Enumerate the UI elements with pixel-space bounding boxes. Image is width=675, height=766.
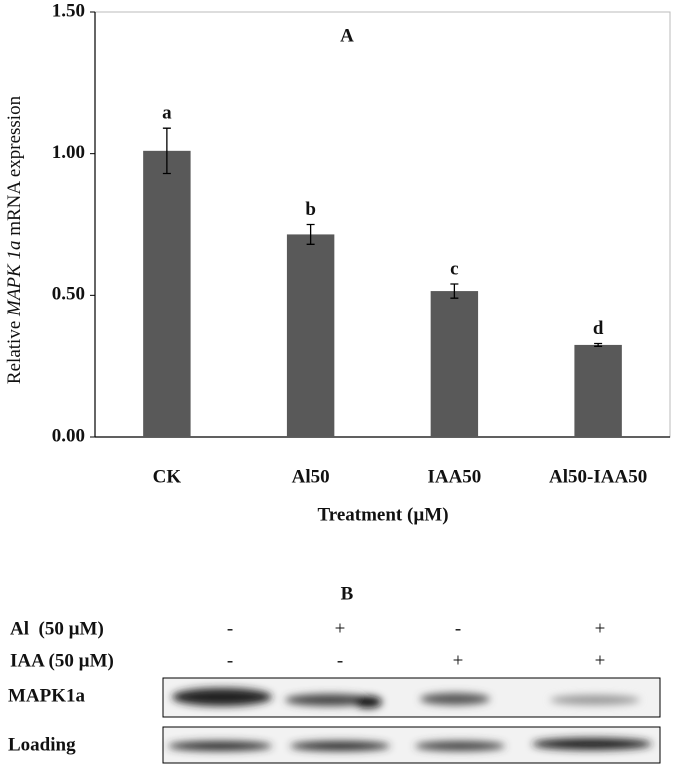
error-bar xyxy=(594,342,603,347)
bar xyxy=(430,291,479,437)
significance-letter: a xyxy=(162,103,172,124)
significance-letter: d xyxy=(593,318,604,339)
error-bar xyxy=(162,127,171,175)
bar xyxy=(286,234,335,437)
x-tick-label: Al50-IAA50 xyxy=(549,466,647,487)
y-label-part: Relative xyxy=(4,316,25,384)
y-axis-label: Relative MAPK 1a mRNA expression xyxy=(4,95,25,384)
significance-letter: c xyxy=(450,258,458,279)
treatment-sign: - xyxy=(227,618,233,639)
y-tick-label: 1.00 xyxy=(52,142,85,163)
x-tick-label: CK xyxy=(153,466,182,487)
y-tick-label: 0.00 xyxy=(52,425,85,446)
treatment-sign: - xyxy=(227,650,233,671)
error-bar xyxy=(306,223,315,245)
row-label: IAA (50 µM) xyxy=(10,650,114,671)
row-label: Al (50 µM) xyxy=(10,618,104,639)
panel-title: B xyxy=(341,583,354,604)
blot-bands xyxy=(168,688,652,751)
y-tick-label: 1.50 xyxy=(52,0,85,21)
blot-label: MAPK1a xyxy=(8,685,86,706)
chart-title: A xyxy=(340,25,354,46)
treatment-sign: - xyxy=(455,618,461,639)
treatment-sign: + xyxy=(335,618,346,639)
y-tick-label: 0.50 xyxy=(52,284,85,305)
bar xyxy=(143,150,191,438)
significance-letter: b xyxy=(305,199,316,220)
x-tick-label: IAA50 xyxy=(427,466,481,487)
treatment-sign: + xyxy=(595,618,606,639)
y-label-gene: MAPK 1a xyxy=(4,241,25,317)
blot-label: Loading xyxy=(8,734,76,755)
bar xyxy=(574,344,622,437)
x-axis-label: Treatment (µM) xyxy=(317,504,448,525)
treatment-sign: + xyxy=(595,650,606,671)
x-tick-label: Al50 xyxy=(292,466,330,487)
treatment-sign: - xyxy=(337,650,343,671)
error-bar xyxy=(450,283,459,299)
treatment-sign: + xyxy=(453,650,464,671)
y-label-part: mRNA expression xyxy=(4,95,25,240)
